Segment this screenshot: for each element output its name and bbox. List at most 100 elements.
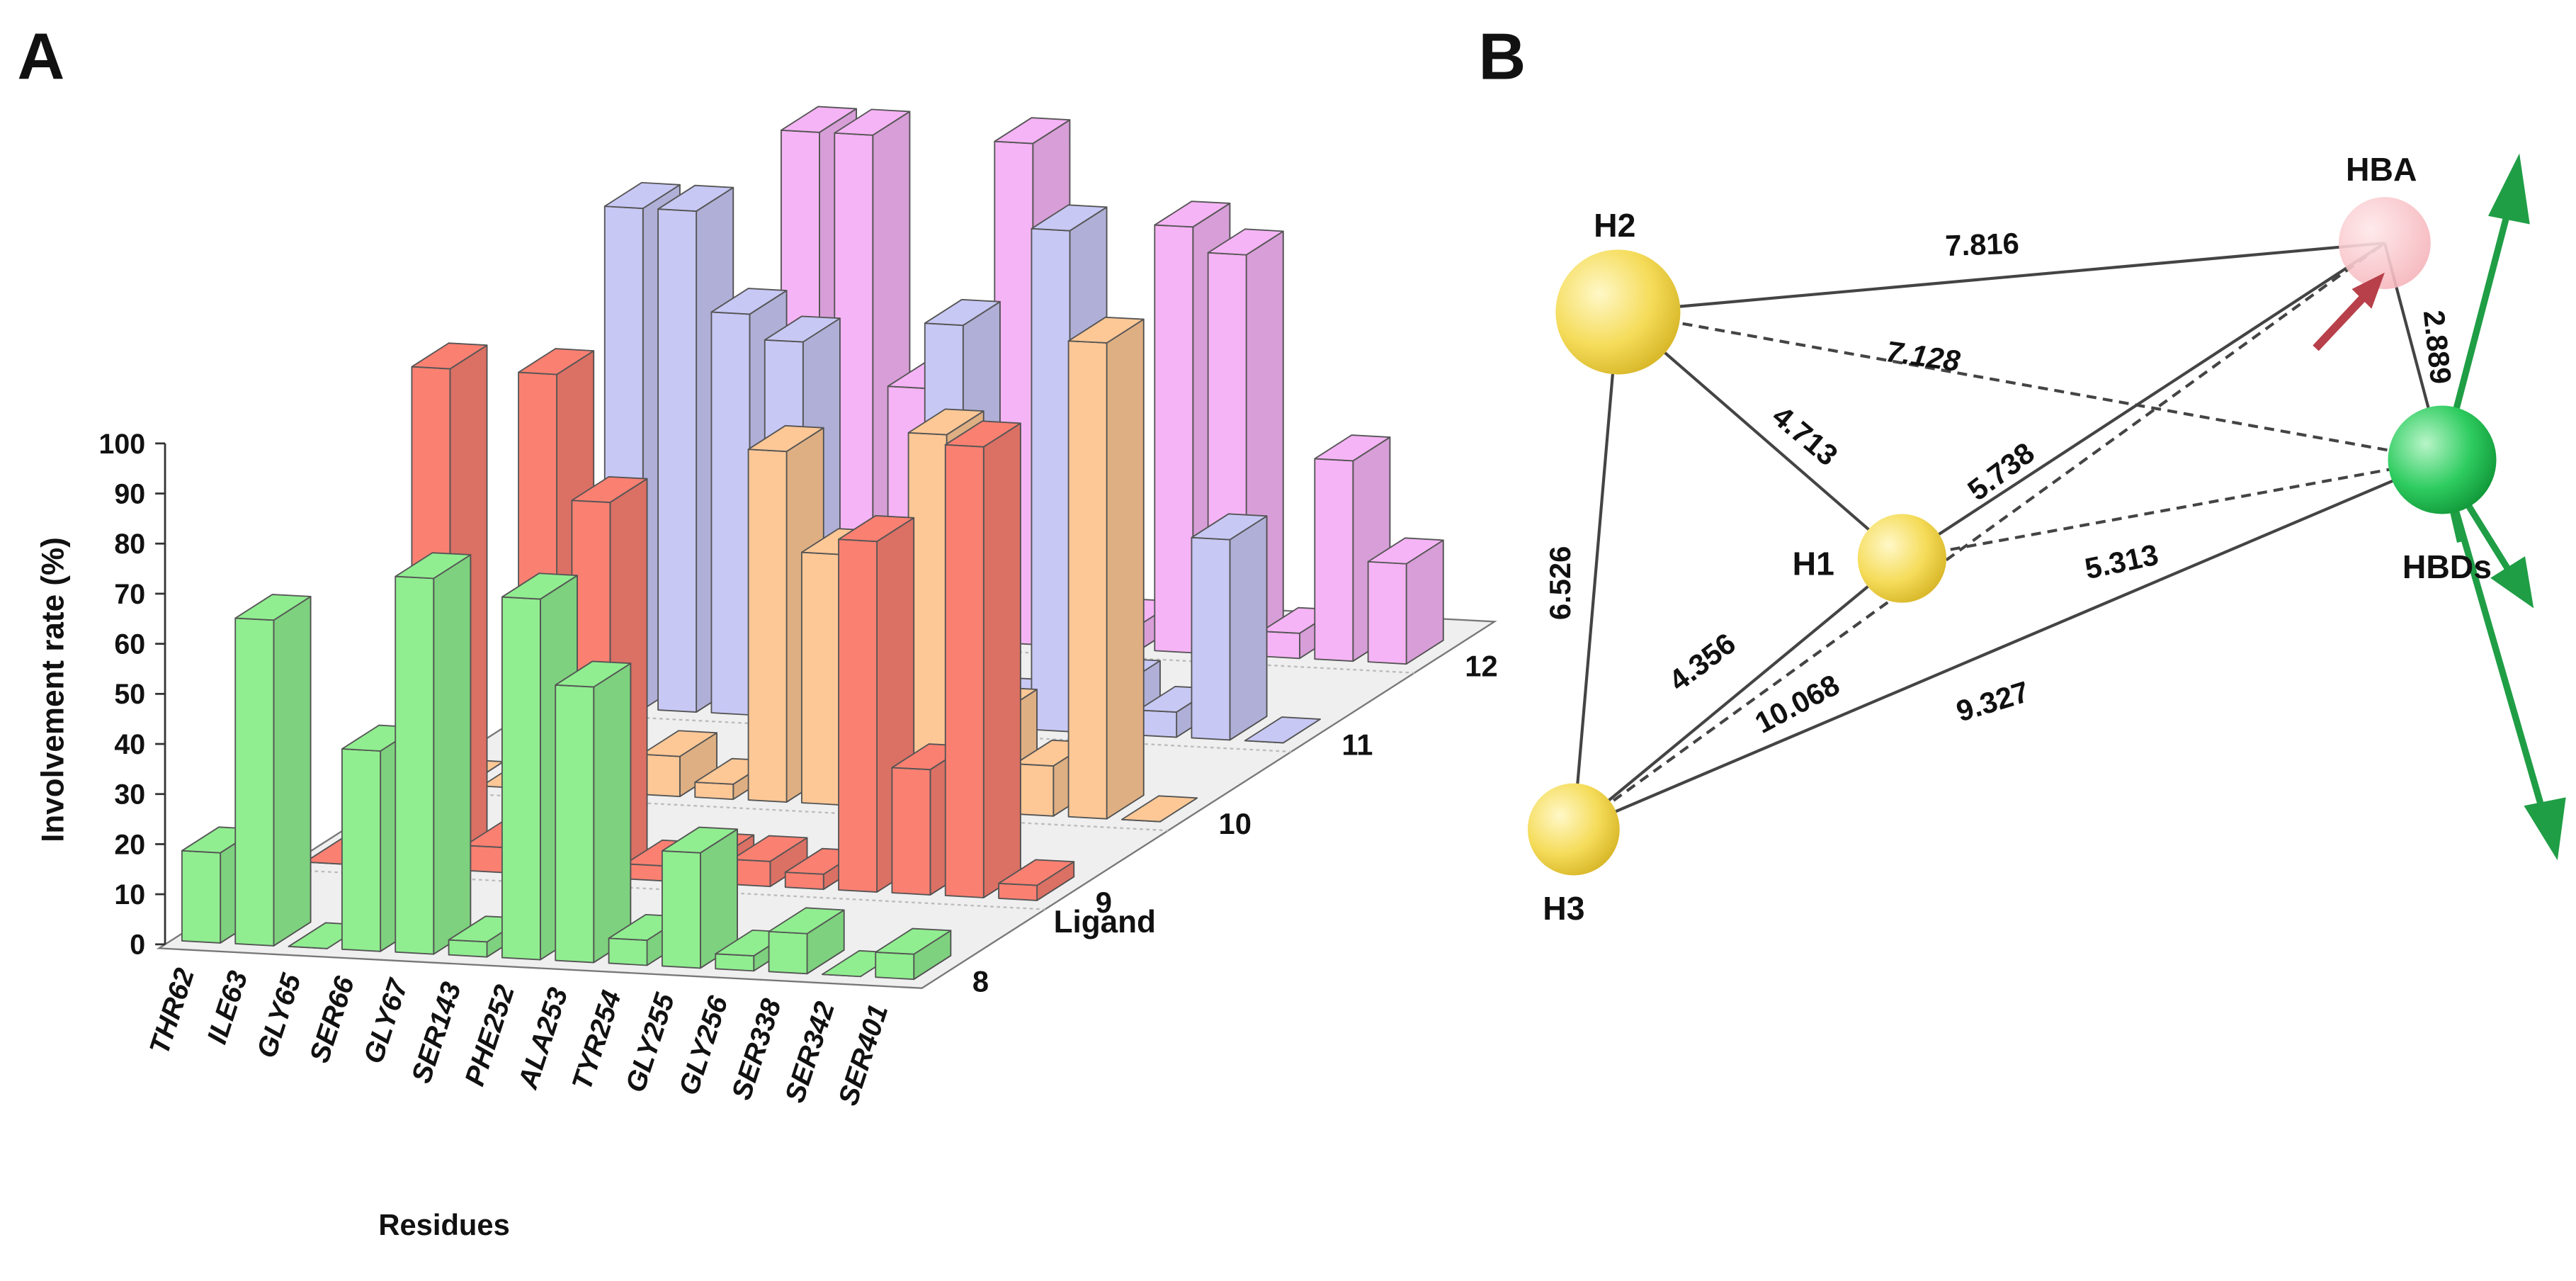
bar-top <box>998 859 1075 886</box>
bar-side-shade <box>914 930 951 980</box>
bar-front <box>784 871 824 891</box>
y-tick-label: 70 <box>114 579 145 610</box>
bar-front <box>891 767 931 896</box>
bar-top <box>555 660 632 688</box>
edge-label: 4.713 <box>1766 399 1844 472</box>
bar-front <box>657 208 698 713</box>
bar <box>555 660 632 964</box>
x-axis-label: Residues <box>378 1208 510 1241</box>
bar-top <box>1367 537 1444 565</box>
bar-top <box>1314 434 1391 462</box>
bar <box>768 907 845 975</box>
x-tick-label: PHE252 <box>459 981 521 1090</box>
bar-side-shade <box>433 555 471 954</box>
edge <box>1573 458 2443 831</box>
edge <box>1618 310 2443 462</box>
x-tick-label: SER401 <box>832 1000 894 1109</box>
bar <box>1367 537 1444 665</box>
bar-top <box>764 315 841 343</box>
bar-front <box>1031 227 1071 733</box>
bar-front <box>1154 224 1194 654</box>
bar-top <box>781 106 858 133</box>
y-tick-label: 20 <box>114 829 145 860</box>
z-tick-label: 8 <box>972 964 989 998</box>
bar <box>944 420 1021 898</box>
bar-top <box>1191 513 1268 541</box>
edge-label: 6.526 <box>1543 546 1577 620</box>
x-tick-label: ILE63 <box>201 967 254 1048</box>
bar-front <box>661 850 701 969</box>
bar-top <box>411 342 488 370</box>
bar-front <box>800 551 841 806</box>
bar-side-shade <box>770 837 807 887</box>
bar-top <box>1067 316 1145 344</box>
node-label: H3 <box>1543 890 1584 927</box>
node-sphere <box>1527 783 1620 876</box>
x-tick-label: SER143 <box>406 978 467 1087</box>
bar-top <box>731 835 808 862</box>
bar-front <box>1067 340 1108 820</box>
edge-label: 5.738 <box>1961 436 2041 507</box>
x-tick-label: SER342 <box>779 998 841 1106</box>
bar-top <box>834 108 911 136</box>
bar-front <box>1367 560 1407 665</box>
bar <box>1120 795 1198 823</box>
bar <box>1244 716 1321 744</box>
bar-top <box>875 927 952 955</box>
bar-top <box>603 181 681 210</box>
bar-side-shade <box>807 910 844 974</box>
y-axis-label: Involvement rate (%) <box>35 537 70 842</box>
bar-top <box>1120 795 1198 823</box>
bar-front <box>501 596 541 961</box>
bar-side-shade <box>983 423 1021 898</box>
bar-front <box>694 781 734 801</box>
x-tick-label: ALA253 <box>512 984 574 1093</box>
edge <box>1572 312 1620 830</box>
bar-top <box>994 117 1071 145</box>
bar-front <box>1191 536 1231 741</box>
bar-front <box>944 444 985 898</box>
edge-label: 2.889 <box>2417 309 2458 386</box>
bar-top <box>1154 201 1231 228</box>
x-tick-label: GLY255 <box>620 989 681 1096</box>
x-tick-label: GLY67 <box>358 974 414 1067</box>
y-tick-label: 80 <box>114 529 145 560</box>
bar-side-shade <box>273 596 311 946</box>
bar <box>395 552 472 955</box>
bar-front <box>1314 458 1354 662</box>
bar-front <box>838 538 878 893</box>
bar-front <box>234 617 275 947</box>
bar-side-shade <box>1106 319 1144 819</box>
panel-label: A <box>17 19 64 93</box>
y-tick-label: 60 <box>114 629 145 660</box>
edge <box>1902 458 2443 560</box>
bar-top <box>501 572 578 600</box>
z-tick-label: 10 <box>1219 807 1252 840</box>
bar-front <box>768 930 808 975</box>
bar-front <box>395 575 435 955</box>
x-tick-label: SER66 <box>304 972 361 1066</box>
edge-label: 10.068 <box>1749 667 1845 739</box>
y-tick-label: 50 <box>114 679 145 710</box>
vector-arrow-head <box>2351 272 2385 309</box>
bar <box>640 730 718 798</box>
z-tick-label: 9 <box>1096 886 1112 919</box>
bar-top <box>944 420 1021 448</box>
bar-front <box>555 684 595 964</box>
node-sphere <box>2388 405 2497 514</box>
x-tick-label: SER338 <box>726 995 788 1103</box>
node-sphere <box>2338 197 2431 289</box>
bar <box>661 826 738 969</box>
bar-side-shade <box>1230 516 1267 740</box>
bar-top <box>518 348 595 376</box>
pharmacophore-diagram: 7.816 7.128 4.713 5.738 5.313 6.526 4.35610.06… <box>1527 151 2566 927</box>
bar-side-shade <box>700 829 738 969</box>
bar-front <box>341 748 382 952</box>
node-sphere <box>1555 249 1681 375</box>
edge-label: 9.327 <box>1953 675 2033 728</box>
bar-front <box>998 882 1038 901</box>
node-label: H2 <box>1594 207 1635 244</box>
bar-side-shade <box>679 733 717 797</box>
edge <box>1618 241 2385 314</box>
